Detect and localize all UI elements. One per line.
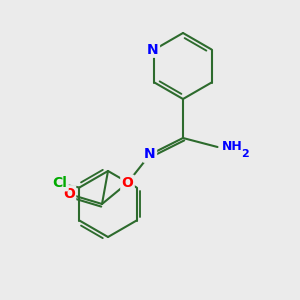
- Text: NH: NH: [222, 140, 243, 154]
- Text: Cl: Cl: [52, 176, 68, 190]
- Text: 2: 2: [241, 148, 249, 159]
- Text: O: O: [63, 187, 75, 200]
- Text: O: O: [122, 176, 134, 190]
- Text: N: N: [147, 43, 159, 56]
- Text: N: N: [144, 148, 156, 161]
